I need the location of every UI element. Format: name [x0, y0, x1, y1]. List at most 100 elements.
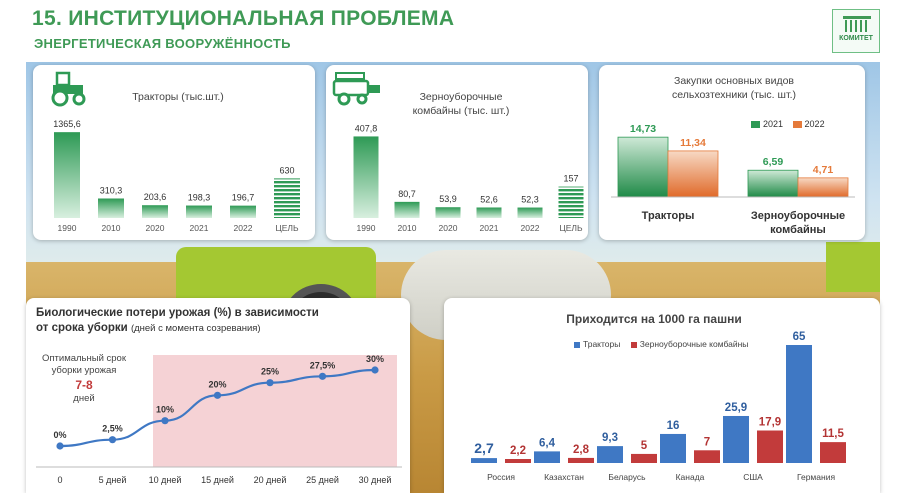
losses-title-note: (дней с момента созревания): [130, 323, 261, 334]
losses-point: [318, 372, 327, 380]
losses-chart: 0% 0 2,5% 5 дней 10% 10 дней 20% 15 дней 25% 20 д…: [36, 354, 402, 485]
tractors-bar-2010: [98, 198, 124, 218]
losses-value-label: 27,5%: [310, 360, 336, 370]
purchases-chart-title: Закупки основных видов сельхозтехники (т…: [671, 75, 797, 101]
losses-value-label: 25%: [261, 367, 279, 377]
per1000-category-label: Беларусь: [608, 472, 646, 482]
logo-text: КОМИТЕТ: [839, 35, 873, 42]
per1000-value-label: 16: [667, 420, 680, 432]
per1000-chart: 2,7 2,2 Россия 6,4 2,8 Казахстан 9,3 5 Беларусь 1…: [471, 331, 846, 482]
per1000-value-label: 5: [641, 440, 648, 452]
purchases-legend: 2021 2022: [751, 119, 832, 129]
per1000-value-label: 6,4: [539, 437, 556, 449]
losses-tick-label: 5 дней: [99, 475, 127, 485]
losses-value-label: 10%: [156, 405, 174, 415]
optimal-line1: Оптимальный срок: [42, 353, 126, 364]
tractors-value-label: 196,7: [232, 193, 255, 203]
per1000-value-label: 17,9: [759, 417, 781, 429]
legend-label-tractors: Тракторы: [583, 339, 621, 349]
legend-label-combines: Зерноуборочные комбайны: [639, 339, 749, 349]
legend-swatch-2021: [751, 121, 760, 129]
losses-title-main: Биологические потери урожая (%) в зависи…: [36, 307, 319, 334]
per1000-bar-1-0: [534, 451, 560, 463]
tractors-value-label: 198,3: [188, 193, 211, 203]
purchases-value-label: 6,59: [763, 156, 784, 168]
tractors-bar-2020: [142, 205, 168, 218]
losses-tick-label: 10 дней: [149, 475, 182, 485]
per1000-value-label: 25,9: [725, 402, 747, 414]
combines-tick-label: 2020: [439, 223, 458, 233]
tractors-value-label: 1365,6: [53, 119, 81, 129]
per1000-value-label: 7: [704, 436, 710, 448]
tractors-value-label: 310,3: [100, 185, 123, 195]
per1000-bar-3-1: [694, 450, 720, 463]
tractors-tick-label: 2010: [102, 223, 121, 233]
per1000-bar-0-1: [505, 459, 531, 463]
optimal-line2: уборки урожая: [51, 365, 117, 376]
tractors-tick-label: 2020: [146, 223, 165, 233]
per1000-bar-4-0: [723, 415, 749, 463]
logo-building-icon: [843, 16, 871, 32]
per1000-category-label: США: [743, 472, 763, 482]
optimal-harvest-annotation: Оптимальный срок уборки урожая 7-8 дней: [34, 353, 134, 405]
losses-tick-label: 25 дней: [306, 475, 339, 485]
combines-tick-label: 2022: [521, 223, 540, 233]
per1000-value-label: 9,3: [602, 432, 618, 444]
per1000-value-label: 2,2: [510, 445, 526, 457]
purchases-chart: 14,73 11,34 6,59 4,71 Тракторы Зерноуборочные…: [611, 123, 855, 236]
legend-item-2021: 2021: [751, 119, 783, 129]
combines-tick-label: 1990: [357, 223, 376, 233]
per1000-bar-0-0: [471, 458, 497, 463]
combines-tick-label: ЦЕЛЬ: [559, 223, 583, 233]
per1000-value-label: 2,8: [573, 444, 590, 456]
per1000-bar-3-0: [660, 433, 686, 463]
losses-card: 0% 0 2,5% 5 дней 10% 10 дней 20% 15 дней 25% 20 д…: [26, 298, 410, 493]
per1000-chart-title: Приходится на 1000 га пашни: [566, 312, 742, 326]
per1000-value-label: 65: [793, 331, 806, 343]
combines-chart: 407,8 1990 80,7 2010 53,9 2020 52,6 2021 52,3 202…: [332, 72, 584, 233]
purchases-value-label: 14,73: [630, 123, 656, 135]
per1000-bar-5-0: [786, 345, 812, 463]
tractors-bar-2022: [230, 205, 256, 218]
per1000-bar-4-1: [757, 430, 783, 463]
losses-point: [266, 379, 274, 387]
combines-bar-2020: [435, 207, 461, 218]
legend-swatch-combines: [630, 341, 637, 348]
losses-value-label: 2,5%: [102, 424, 123, 434]
combines-value-label: 80,7: [398, 189, 416, 199]
tractors-tick-label: 2021: [190, 223, 209, 233]
losses-tick-label: 0: [57, 475, 62, 485]
combines-bar-2022: [517, 207, 543, 218]
purchases-category-label-line1: Зерноуборочные: [751, 210, 845, 222]
losses-point: [371, 366, 379, 374]
optimal-unit: дней: [73, 393, 95, 404]
combines-value-label: 53,9: [439, 194, 457, 204]
purchases-value-label: 11,34: [680, 137, 706, 149]
per1000-bar-1-1: [568, 457, 594, 463]
losses-value-label: 0%: [53, 430, 66, 440]
tractors-value-label: 630: [279, 165, 294, 175]
combines-bar-ЦЕЛЬ: [558, 186, 584, 218]
purchases-bar-2021-1: [747, 169, 799, 198]
tractors-card: 1365,6 1990 310,3 2010 203,6 2020 198,3 2021 196…: [33, 65, 315, 240]
purchases-bar-2022-1: [797, 177, 849, 198]
per1000-category-label: Канада: [676, 472, 705, 482]
optimal-range: 7-8: [75, 378, 93, 392]
legend-item-2022: 2022: [792, 119, 825, 129]
per1000-bar-2-1: [631, 453, 657, 463]
purchases-bar-2022-0: [667, 150, 719, 198]
combines-card: 407,8 1990 80,7 2010 53,9 2020 52,6 2021 52,3 202…: [326, 65, 588, 240]
losses-tick-label: 30 дней: [359, 475, 392, 485]
legend-swatch-tractors: [574, 341, 580, 348]
committee-logo: КОМИТЕТ: [832, 9, 880, 53]
purchases-bar-2021-0: [617, 136, 669, 198]
losses-point: [213, 391, 222, 399]
purchases-category-label: Тракторы: [642, 210, 695, 222]
losses-point: [108, 436, 117, 444]
per1000-bar-2-0: [597, 446, 623, 463]
tractors-tick-label: 1990: [58, 223, 77, 233]
tractors-bar-ЦЕЛЬ: [274, 178, 300, 218]
legend-label-2021: 2021: [763, 119, 784, 129]
losses-point: [161, 417, 169, 425]
page-subtitle: ЭНЕРГЕТИЧЕСКАЯ ВООРУЖЁННОСТЬ: [34, 36, 291, 51]
